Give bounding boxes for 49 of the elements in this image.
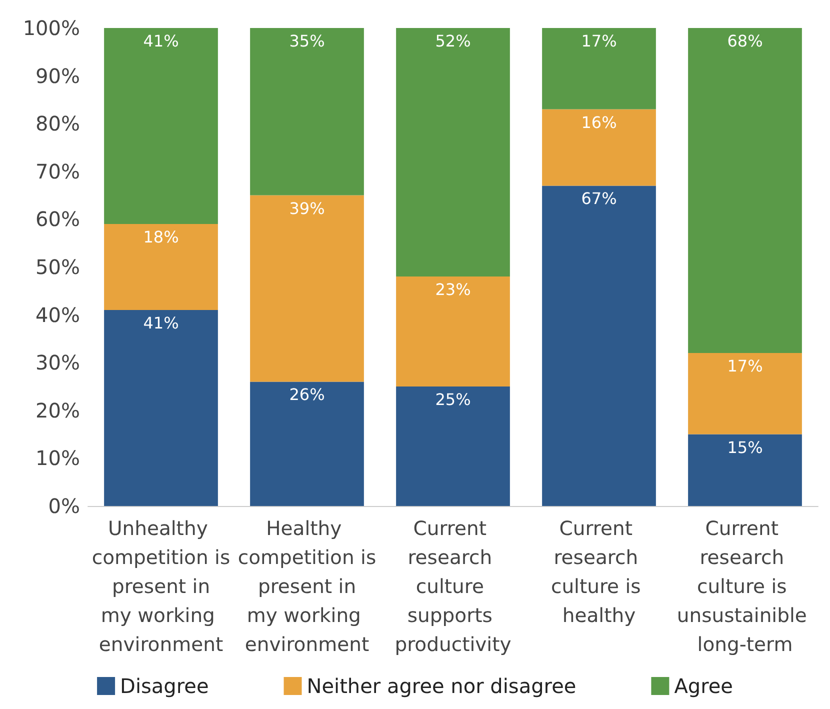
data-label: 15% [727,438,763,457]
x-tick-label: Current research culture is healthy [550,517,648,627]
bar [688,353,802,434]
y-tick-label: 50% [36,255,80,279]
y-tick-label: 70% [36,159,80,184]
y-tick-label: 80% [36,112,80,136]
data-label: 25% [435,390,471,409]
bar [396,386,510,506]
x-tick-label: Unhealthy competition is present in my working environment [92,517,230,656]
data-label: 16% [581,112,617,132]
legend-label: Neither agree nor disagree [306,674,576,698]
data-label: 39% [289,198,325,218]
data-label: 18% [143,227,179,246]
y-tick-label: 0% [48,494,80,518]
data-label: 17% [581,32,617,50]
y-tick-label: 40% [36,302,80,327]
x-tick-label: Current research culture supports productivity [394,517,512,656]
x-tick-label: Current research culture is unsustainible long-term [676,517,814,656]
bar [104,310,218,506]
data-label: 26% [289,385,325,404]
bar [396,276,510,386]
y-tick-label: 10% [36,446,80,470]
data-label: 41% [143,32,179,50]
x-tick-label: Healthy competition is present in my working environment [238,517,376,656]
data-label: 52% [435,32,471,50]
bar [688,434,802,506]
data-label: 67% [581,189,617,208]
data-label: 35% [289,32,325,50]
bar [250,382,364,506]
bar [250,195,364,382]
data-label: 23% [435,280,471,300]
y-tick-label: 90% [36,64,80,88]
legend-label: Disagree [120,674,209,698]
bar [542,28,656,110]
bar [542,186,656,506]
bar [104,28,218,224]
bar [542,109,656,186]
bar [104,224,218,310]
bar [396,28,510,277]
data-label: 17% [727,356,763,376]
bar [688,28,802,354]
bar [250,28,364,196]
y-tick-label: 60% [36,207,80,232]
data-label: 68% [727,32,763,50]
legend-label: Agree [674,674,733,698]
y-tick-label: 100% [22,16,80,40]
data-label: 41% [143,314,179,333]
y-tick-label: 20% [36,398,80,422]
y-tick-label: 30% [36,350,80,375]
